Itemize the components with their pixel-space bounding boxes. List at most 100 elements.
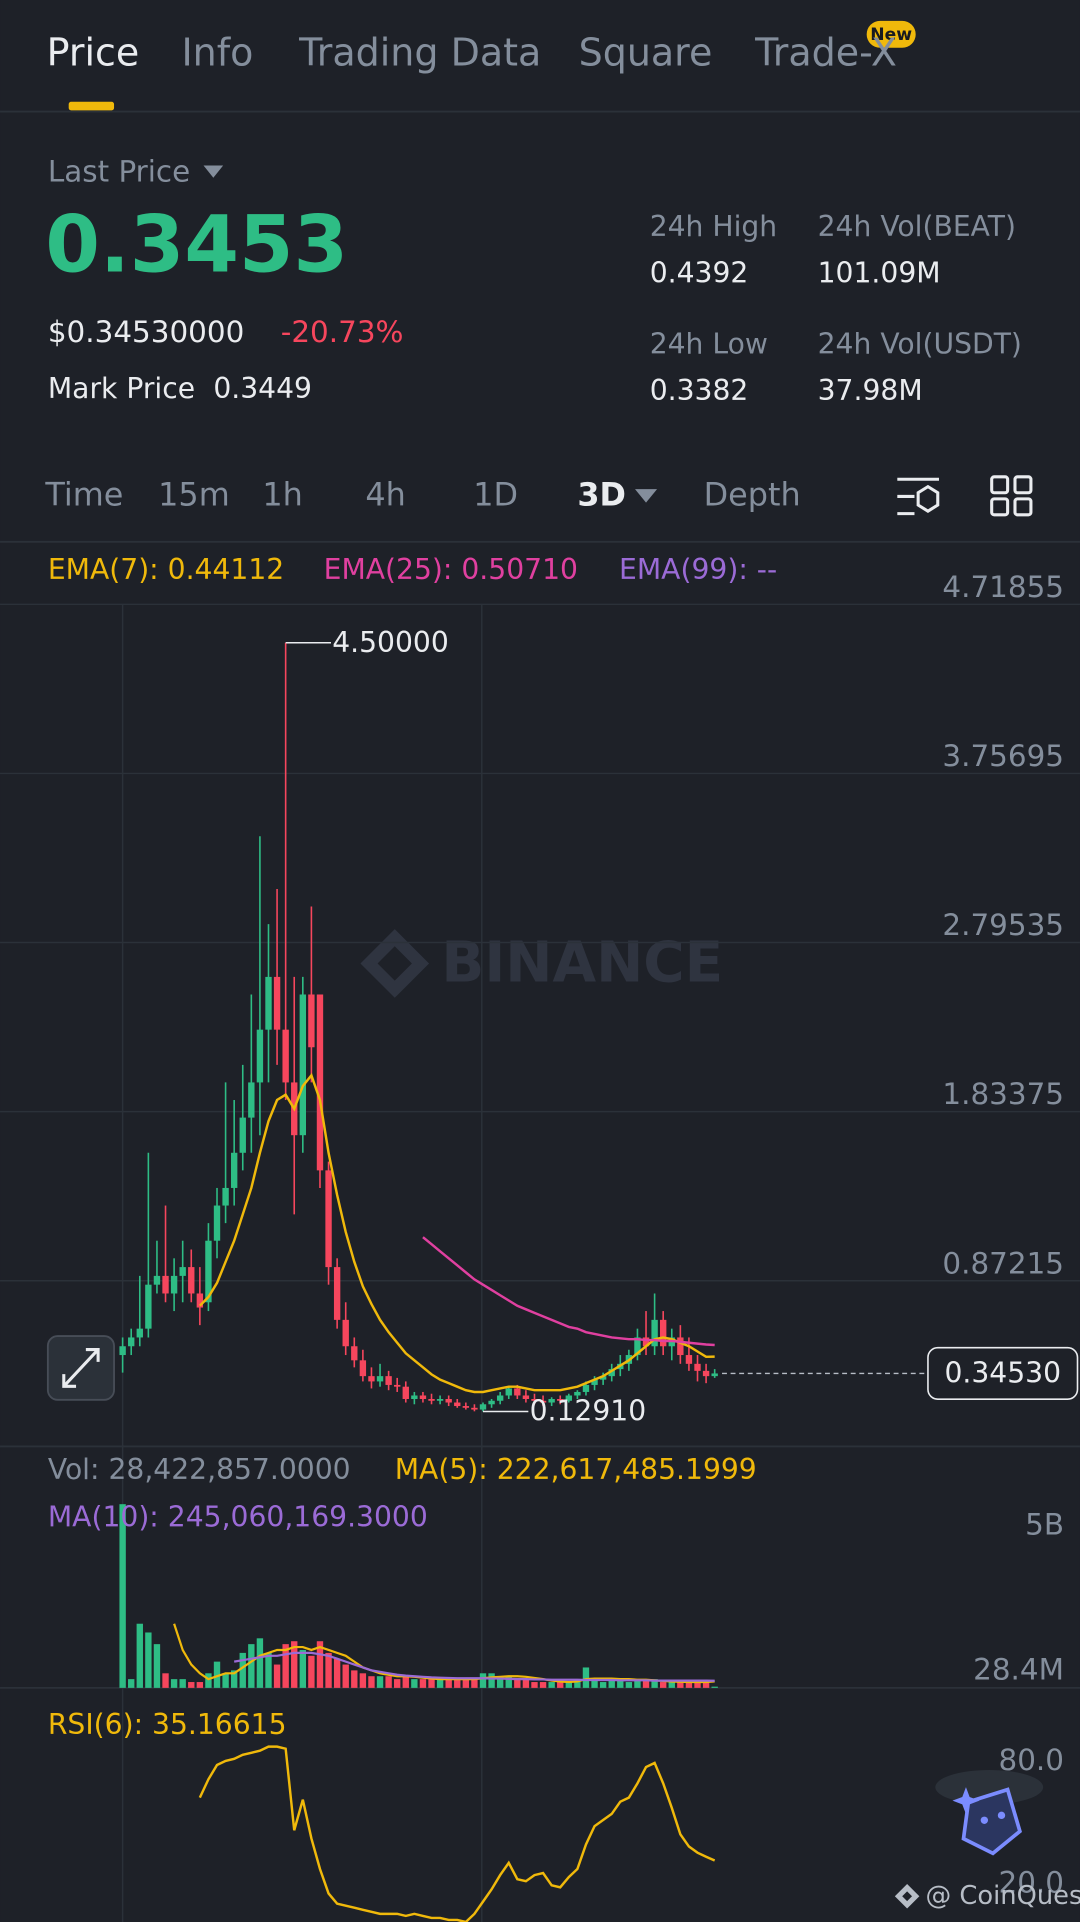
legend-entry: EMA(25): 0.50710 [324, 553, 578, 586]
volume-bar [162, 1673, 169, 1688]
mark-price-label: Mark Price [48, 372, 195, 405]
candle-body [660, 1319, 667, 1347]
volume-bar [230, 1670, 238, 1688]
volume-bar [685, 1682, 693, 1688]
ma-line [173, 1623, 715, 1684]
volume-bar [505, 1676, 512, 1688]
volume-bar [660, 1682, 667, 1688]
volume-bar [608, 1679, 615, 1688]
volume-bar [368, 1676, 375, 1688]
y-tick-label: 3.75695 [942, 739, 1064, 773]
candle-body [196, 1293, 204, 1308]
expand-button[interactable] [46, 1335, 115, 1401]
candle-body [419, 1395, 427, 1400]
credit: @ CoinQuest [926, 1881, 1080, 1911]
candle-body [531, 1399, 538, 1401]
tab[interactable]: Trading Data [298, 31, 541, 75]
interval[interactable]: Time [44, 475, 123, 513]
y-tick-label: 20.0 [999, 1866, 1064, 1900]
volume-bar [119, 1504, 126, 1688]
candle-body [325, 1170, 332, 1268]
volume-bar [136, 1623, 143, 1688]
candle-body [702, 1370, 710, 1377]
ema-line [198, 1072, 715, 1394]
stat-value: 37.98M [818, 374, 923, 407]
tab-indicator [68, 101, 115, 111]
volume-bar [179, 1679, 186, 1688]
candle-body [591, 1379, 598, 1385]
volume-bar [273, 1664, 281, 1688]
candle-body [188, 1267, 195, 1294]
volume-bar [170, 1679, 178, 1688]
assistant-icon[interactable] [935, 1770, 1044, 1856]
interval[interactable]: Depth [704, 475, 801, 513]
settings-icon[interactable] [897, 477, 940, 516]
volume-bar [308, 1655, 315, 1688]
last-price-label[interactable]: Last Price [48, 154, 190, 188]
volume-bar [128, 1679, 135, 1688]
interval[interactable]: 15m [158, 475, 230, 513]
candle-body [505, 1388, 512, 1396]
candle-body [256, 1029, 264, 1083]
volume-bar [565, 1682, 572, 1688]
dropdown-icon [203, 165, 224, 178]
tab[interactable]: Trade-X [754, 31, 897, 75]
volume-bar [188, 1682, 195, 1688]
candle-body [642, 1337, 650, 1347]
credit-logo [894, 1884, 920, 1909]
tab[interactable]: Square [579, 31, 713, 75]
interval[interactable]: 4h [365, 475, 405, 513]
tab[interactable]: Info [181, 31, 253, 75]
volume-bar [428, 1679, 435, 1688]
candle-body [428, 1399, 435, 1401]
volume-bar [359, 1673, 367, 1688]
volume-bar [239, 1652, 246, 1688]
last-price-label: 0.34530 [944, 1357, 1061, 1390]
volume-bar [599, 1682, 607, 1688]
candle-body [239, 1117, 246, 1153]
volume-bar [488, 1673, 495, 1688]
interval[interactable]: 1h [262, 475, 302, 513]
candle-body [342, 1319, 349, 1347]
layout-icon[interactable] [990, 475, 1033, 517]
legend-entry: MA(10): 245,060,169.3000 [48, 1501, 428, 1534]
y-tick-label: 0.87215 [942, 1246, 1064, 1280]
candle-body [222, 1187, 229, 1206]
stat-label: 24h Low [650, 328, 768, 361]
candle-body [394, 1384, 401, 1387]
volume-bar [496, 1676, 504, 1688]
candle-body [471, 1407, 478, 1410]
volume-bar [385, 1676, 392, 1688]
tab[interactable]: Price [47, 31, 140, 75]
candle-body [651, 1319, 658, 1347]
candle-body [213, 1205, 221, 1241]
volume-bar [316, 1641, 324, 1688]
candle-body [179, 1267, 186, 1276]
candle-body [488, 1400, 495, 1405]
candle-body [316, 994, 324, 1171]
rsi-line [198, 1745, 716, 1922]
candle-body [445, 1399, 452, 1403]
volume-bar [677, 1682, 684, 1688]
stat-value: 0.4392 [650, 257, 749, 290]
candle-body [385, 1376, 392, 1385]
interval[interactable]: 3D [577, 475, 626, 513]
volume-bar [531, 1682, 538, 1688]
stat-value: 0.3382 [650, 374, 749, 407]
volume-bar [196, 1682, 204, 1688]
dropdown-icon [634, 489, 658, 503]
interval[interactable]: 1D [473, 475, 518, 513]
candle-body [479, 1404, 487, 1410]
volume-bar [445, 1679, 452, 1688]
y-tick-label: 1.83375 [942, 1077, 1064, 1111]
candle-body [351, 1346, 358, 1361]
candle-body [153, 1275, 161, 1285]
watermark: BINANCE [441, 931, 723, 996]
volume-bar [591, 1679, 598, 1688]
legend-entry: EMA(7): 0.44112 [48, 553, 284, 586]
candle-body [265, 976, 272, 1030]
y-tick-label: 5B [1025, 1508, 1064, 1542]
